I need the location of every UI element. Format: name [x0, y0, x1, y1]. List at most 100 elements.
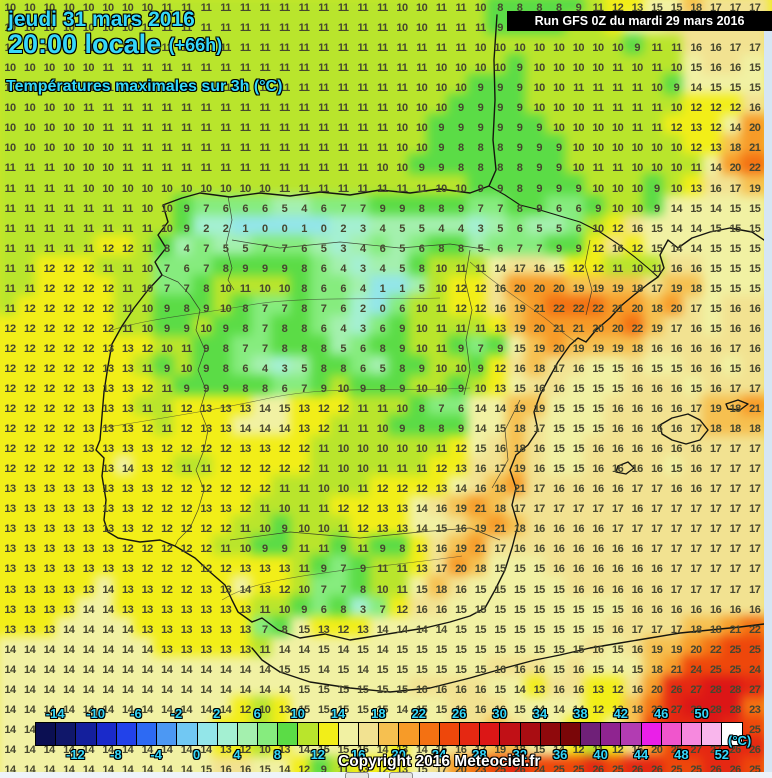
grid-temperature-value: 11: [337, 763, 349, 776]
grid-temperature-value: 8: [242, 382, 248, 395]
grid-temperature-value: 11: [24, 222, 35, 235]
colorbar-step: [419, 723, 440, 745]
grid-temperature-value: 10: [63, 62, 75, 75]
grid-temperature-value: 11: [651, 42, 663, 55]
grid-temperature-value: 12: [82, 282, 95, 295]
grid-temperature-value: 9: [536, 182, 542, 195]
grid-temperature-value: 17: [631, 623, 644, 636]
grid-temperature-value: 18: [513, 443, 526, 456]
grid-temperature-value: 10: [141, 202, 154, 215]
grid-temperature-value: 10: [4, 142, 16, 155]
grid-temperature-value: 11: [141, 222, 153, 235]
colorbar-step: [399, 723, 420, 745]
grid-temperature-value: 12: [180, 503, 193, 516]
grid-temperature-value: 19: [455, 543, 467, 556]
grid-temperature-value: 10: [670, 162, 683, 175]
grid-temperature-value: 15: [494, 623, 506, 636]
grid-temperature-value: 12: [4, 322, 16, 335]
grid-temperature-value: 15: [396, 663, 408, 676]
grid-temperature-value: 16: [631, 603, 644, 616]
grid-temperature-value: 13: [102, 342, 114, 355]
grid-temperature-value: 16: [690, 483, 702, 496]
grid-temperature-value: 14: [219, 663, 232, 676]
grid-temperature-value: 13: [121, 443, 134, 456]
grid-temperature-value: 9: [516, 102, 523, 115]
grid-temperature-value: 4: [359, 282, 366, 295]
grid-temperature-value: 11: [122, 282, 133, 295]
menorca-island: [725, 399, 749, 411]
grid-temperature-value: 14: [415, 623, 428, 636]
grid-temperature-value: 3: [359, 262, 366, 275]
grid-temperature-value: 10: [592, 42, 604, 55]
grid-temperature-value: 1: [399, 282, 405, 295]
grid-temperature-value: 10: [376, 423, 389, 436]
grid-temperature-value: 11: [161, 142, 173, 155]
grid-temperature-value: 14: [82, 683, 95, 696]
grid-temperature-value: 12: [239, 703, 252, 716]
grid-temperature-value: 14: [180, 763, 193, 776]
grid-temperature-value: 11: [43, 202, 55, 215]
colorbar-step: [459, 723, 481, 745]
grid-temperature-value: 12: [219, 563, 232, 576]
grid-temperature-value: 16: [592, 463, 604, 476]
river-ebro: [469, 261, 577, 343]
grid-temperature-value: 11: [337, 22, 349, 35]
grid-temperature-value: 15: [455, 663, 467, 676]
grid-temperature-value: 11: [63, 242, 75, 255]
grid-temperature-value: 12: [23, 342, 36, 355]
grid-temperature-value: 11: [43, 242, 55, 255]
grid-temperature-value: 11: [357, 102, 369, 115]
grid-temperature-value: 15: [435, 523, 448, 536]
grid-temperature-value: 14: [553, 703, 565, 716]
grid-temperature-value: 9: [536, 202, 542, 215]
grid-temperature-value: 14: [121, 463, 134, 476]
grid-temperature-value: 13: [63, 583, 75, 596]
grid-temperature-value: 16: [749, 603, 761, 616]
grid-temperature-value: 6: [242, 202, 248, 215]
grid-temperature-value: 10: [533, 62, 546, 75]
grid-temperature-value: 10: [121, 182, 134, 195]
grid-temperature-value: 10: [592, 222, 604, 235]
grid-temperature-value: 11: [337, 162, 349, 175]
grid-temperature-value: 18: [631, 703, 644, 716]
grid-temperature-value: 20: [455, 563, 467, 576]
grid-temperature-value: 15: [749, 262, 761, 275]
grid-temperature-value: 14: [200, 663, 212, 676]
colorbar-tick-bottom: 52: [714, 747, 730, 762]
grid-temperature-value: 16: [670, 483, 683, 496]
page-button-fragment-1[interactable]: [345, 772, 369, 778]
grid-temperature-value: 14: [4, 723, 16, 736]
grid-temperature-value: 14: [63, 663, 75, 676]
page-button-fragment-2[interactable]: [389, 772, 413, 778]
grid-temperature-value: 11: [298, 22, 310, 35]
grid-temperature-value: 5: [399, 262, 405, 275]
grid-temperature-value: 5: [242, 242, 248, 255]
grid-temperature-value: 15: [474, 623, 487, 636]
grid-temperature-value: 14: [376, 623, 389, 636]
colorbar-tick-top: 50: [694, 706, 709, 721]
grid-temperature-value: 18: [690, 2, 702, 14]
region-border-galicia: [225, 195, 235, 291]
grid-temperature-value: 11: [161, 382, 173, 395]
grid-temperature-value: 9: [457, 342, 464, 355]
grid-temperature-value: 10: [23, 122, 36, 135]
grid-temperature-value: 17: [533, 503, 546, 516]
grid-temperature-value: 17: [690, 403, 702, 415]
grid-temperature-value: 5: [555, 222, 562, 235]
grid-temperature-value: 13: [278, 743, 291, 756]
grid-temperature-value: 10: [23, 22, 36, 35]
grid-temperature-value: 13: [82, 403, 95, 415]
grid-temperature-value: 10: [43, 62, 56, 75]
grid-temperature-value: 14: [670, 242, 683, 255]
grid-temperature-value: 13: [43, 563, 56, 576]
grid-temperature-value: 12: [63, 382, 75, 395]
grid-temperature-value: 12: [141, 563, 154, 576]
iberia-coastline: [95, 14, 765, 641]
grid-temperature-value: 11: [298, 42, 310, 55]
grid-temperature-value: 10: [239, 182, 252, 195]
grid-temperature-value: 13: [200, 583, 212, 596]
grid-temperature-value: 16: [690, 322, 702, 335]
grid-temperature-value: 11: [220, 2, 231, 14]
grid-temperature-value: 15: [729, 262, 742, 275]
grid-temperature-value: 16: [572, 362, 585, 375]
